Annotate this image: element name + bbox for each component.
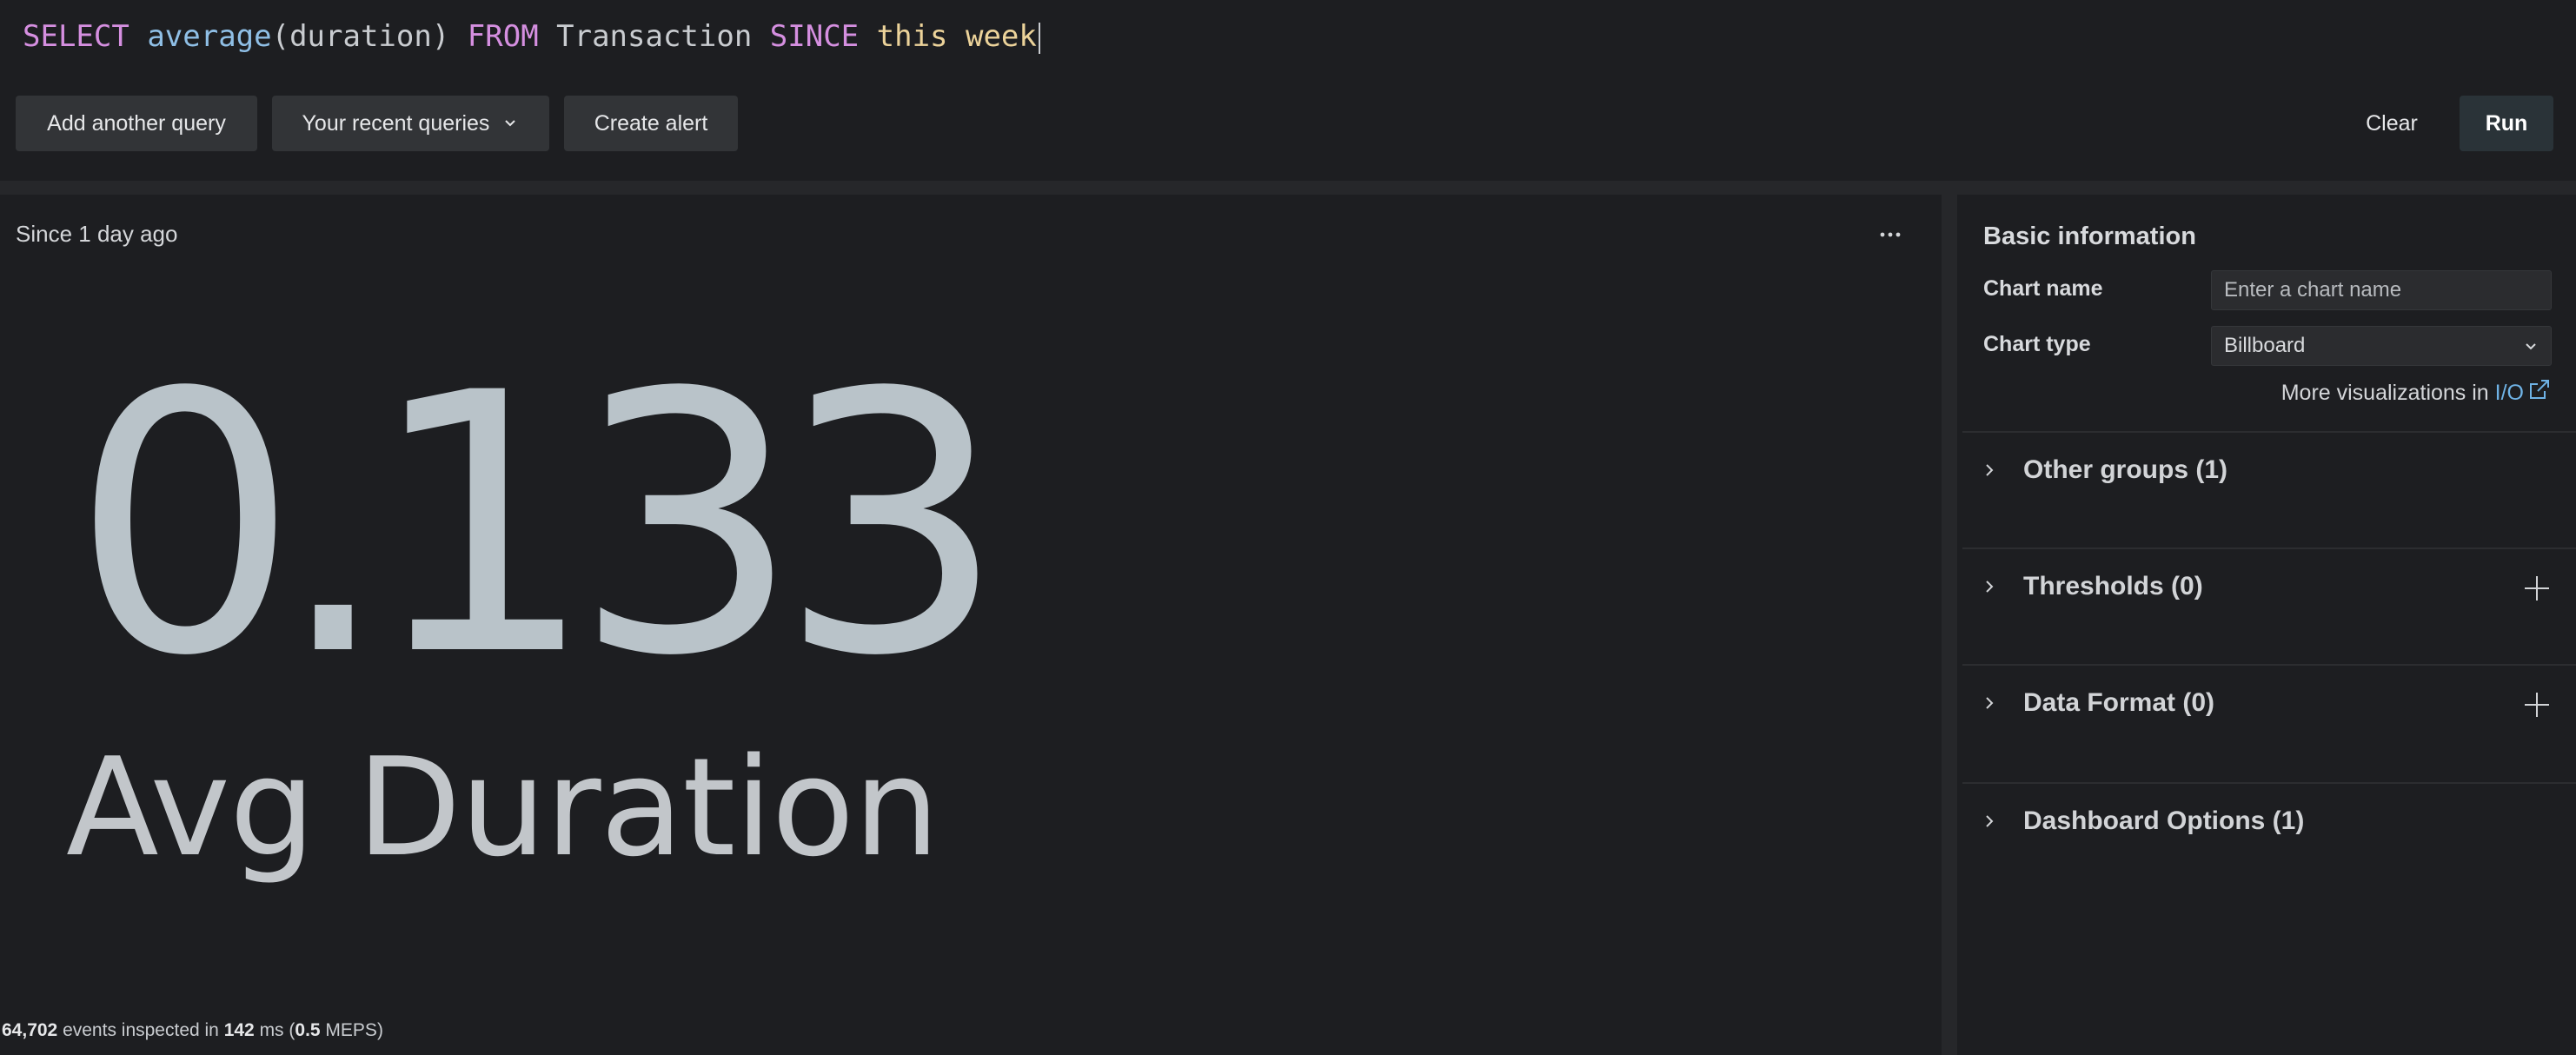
query-token: SINCE — [770, 19, 859, 54]
query-toolbar: Add another query Your recent queries Cr… — [0, 96, 2576, 155]
chart-name-input[interactable] — [2211, 270, 2552, 310]
external-link-icon[interactable] — [2527, 377, 2552, 401]
query-token: Transaction — [539, 19, 770, 54]
recent-queries-label: Your recent queries — [302, 111, 490, 136]
chart-type-value: Billboard — [2224, 334, 2305, 358]
basic-information-heading: Basic information — [1983, 222, 2196, 251]
ms-text: ms ( — [255, 1020, 295, 1040]
accordion-title: Dashboard Options (1) — [2023, 806, 2304, 836]
chart-name-label: Chart name — [1983, 276, 2103, 302]
time-range-label: Since 1 day ago — [16, 221, 177, 248]
nrql-query-editor[interactable]: SELECT average(duration) FROM Transactio… — [0, 0, 2576, 76]
accordion-title: Data Format (0) — [2023, 688, 2214, 718]
create-alert-button[interactable]: Create alert — [564, 96, 738, 151]
ellipsis-icon[interactable] — [1877, 228, 1903, 242]
events-count: 64,702 — [2, 1020, 57, 1040]
accordion-header[interactable]: Thresholds (0) — [1962, 568, 2576, 607]
accordion-thresholds[interactable]: Thresholds (0) — [1962, 547, 2576, 664]
plus-icon[interactable] — [2522, 574, 2552, 603]
chevron-right-icon — [1982, 462, 1997, 478]
query-token — [859, 19, 876, 54]
chart-settings-panel: Basic information Chart name Chart type … — [1957, 195, 2576, 1055]
meps-value: 0.5 — [295, 1020, 320, 1040]
more-viz-text: More visualizations in — [2281, 381, 2495, 405]
clear-button[interactable]: Clear — [2347, 96, 2437, 151]
query-token: SELECT — [23, 19, 129, 54]
chevron-right-icon — [1982, 579, 1997, 594]
query-token: FROM — [468, 19, 539, 54]
query-token: this week — [877, 19, 1037, 54]
elapsed-ms: 142 — [224, 1020, 255, 1040]
more-visualizations: More visualizations in I/O — [2281, 377, 2552, 406]
run-button[interactable]: Run — [2460, 96, 2553, 151]
chevron-right-icon — [1982, 695, 1997, 711]
billboard-label: Avg Duration — [66, 733, 939, 881]
chart-type-label: Chart type — [1983, 332, 2091, 357]
add-another-query-button[interactable]: Add another query — [16, 96, 257, 151]
chevron-down-icon — [501, 115, 519, 132]
chevron-right-icon — [1982, 813, 1997, 829]
chevron-down-icon — [2523, 339, 2539, 355]
accordion-title: Thresholds (0) — [2023, 572, 2203, 601]
vertical-divider[interactable] — [1942, 195, 1957, 1055]
chart-panel: Since 1 day ago 0.133 Avg Duration 64,70… — [0, 195, 1942, 1055]
events-text: events inspected in — [57, 1020, 223, 1040]
billboard-value: 0.133 — [71, 344, 983, 709]
chart-type-select[interactable]: Billboard — [2211, 326, 2552, 366]
accordion-header[interactable]: Other groups (1) — [1962, 452, 2576, 490]
text-caret — [1039, 23, 1040, 54]
query-token: (duration) — [272, 19, 468, 54]
accordion-header[interactable]: Data Format (0) — [1962, 685, 2576, 723]
io-link[interactable]: I/O — [2495, 381, 2524, 405]
plus-icon[interactable] — [2522, 690, 2552, 720]
meps-text: MEPS) — [321, 1020, 383, 1040]
query-text[interactable]: SELECT average(duration) FROM Transactio… — [23, 16, 1040, 57]
accordion-dashboard-options[interactable]: Dashboard Options (1) — [1962, 782, 2576, 899]
horizontal-divider — [0, 181, 2576, 195]
query-token — [129, 19, 147, 54]
events-inspected-info: 64,702 events inspected in 142 ms (0.5 M… — [2, 1020, 383, 1041]
accordion-title: Other groups (1) — [2023, 455, 2227, 485]
accordion-other-groups[interactable]: Other groups (1) — [1962, 431, 2576, 547]
accordion-header[interactable]: Dashboard Options (1) — [1962, 803, 2576, 841]
query-token: average — [147, 19, 271, 54]
recent-queries-button[interactable]: Your recent queries — [272, 96, 549, 151]
accordion-data-format[interactable]: Data Format (0) — [1962, 664, 2576, 780]
